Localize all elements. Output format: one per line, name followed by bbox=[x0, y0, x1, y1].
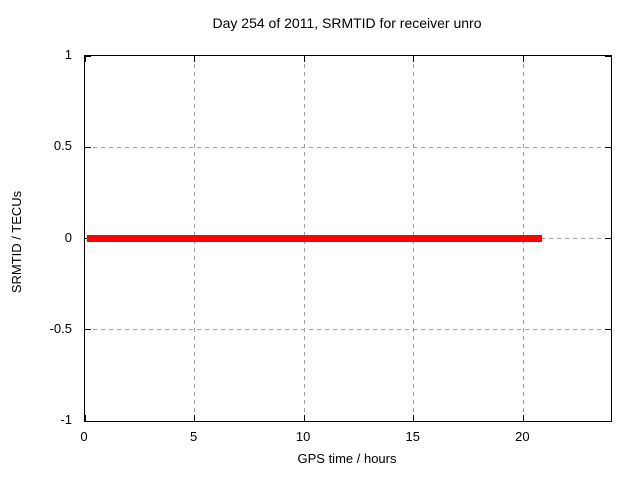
x-tick-bottom bbox=[303, 415, 305, 421]
y-tick-label: -0.5 bbox=[49, 320, 72, 336]
chart-title: Day 254 of 2011, SRMTID for receiver unr… bbox=[212, 15, 482, 31]
y-tick-right bbox=[605, 329, 611, 331]
y-tick-right bbox=[605, 420, 611, 422]
x-tick-bottom bbox=[84, 415, 86, 421]
y-tick-left bbox=[85, 55, 91, 57]
y-tick-label: 0.5 bbox=[53, 138, 72, 154]
y-tick-label: 1 bbox=[64, 47, 72, 62]
gridline-horizontal bbox=[85, 329, 611, 331]
x-tick-bottom bbox=[194, 415, 196, 421]
y-tick-right bbox=[605, 238, 611, 239]
y-tick-right bbox=[605, 146, 611, 148]
y-tick-left bbox=[85, 146, 91, 148]
x-tick-label: 15 bbox=[405, 429, 420, 444]
x-tick-bottom bbox=[413, 415, 415, 421]
x-tick-label: 10 bbox=[295, 429, 311, 444]
x-tick-label: 20 bbox=[515, 429, 530, 444]
y-tick-label: 0 bbox=[64, 229, 72, 245]
x-tick-top bbox=[194, 56, 196, 62]
y-tick-left bbox=[85, 420, 91, 422]
x-tick-bottom bbox=[522, 415, 524, 421]
y-tick-right bbox=[605, 55, 611, 57]
x-tick-label: 0 bbox=[80, 429, 88, 444]
x-axis-label: GPS time / hours bbox=[297, 451, 397, 466]
y-tick-label: -1 bbox=[60, 412, 72, 427]
x-tick-top bbox=[413, 56, 415, 62]
plot-area bbox=[84, 55, 612, 422]
y-tick-left bbox=[85, 329, 91, 331]
data-series-line bbox=[87, 235, 542, 242]
x-tick-top bbox=[303, 56, 305, 62]
x-tick-top bbox=[84, 56, 86, 62]
gridline-horizontal bbox=[85, 146, 611, 148]
x-tick-label: 5 bbox=[189, 429, 198, 444]
x-tick-top bbox=[522, 56, 524, 62]
